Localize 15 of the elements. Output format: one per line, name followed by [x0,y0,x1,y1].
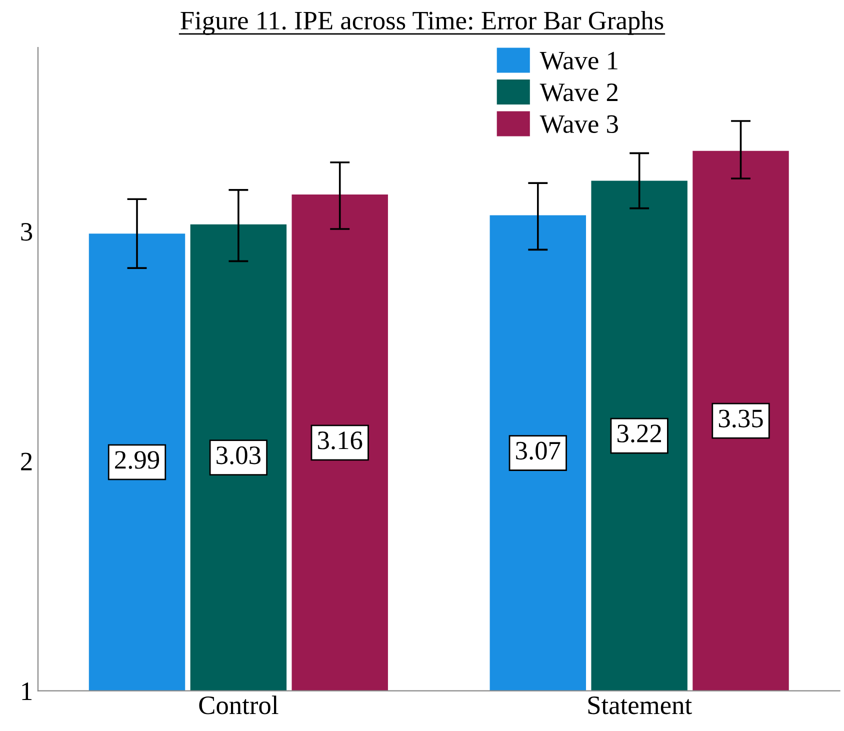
legend-label: Wave 2 [540,84,618,102]
x-tick-label: Statement [588,696,692,714]
legend-label: Wave 1 [540,52,618,70]
x-tick-label: Control [199,696,278,714]
y-tick-label: 3 [21,222,32,241]
data-label: 2.99 [115,451,160,469]
data-label: 3.03 [216,446,260,464]
chart-title: Figure 11. IPE across Time: Error Bar Graphs [180,10,664,35]
y-tick-label: 1 [22,682,32,700]
data-label: 3.07 [516,442,560,460]
data-label: 3.35 [718,410,763,428]
data-label: 3.16 [318,432,362,450]
data-label: 3.22 [618,424,661,442]
y-tick-label: 2 [21,452,32,470]
legend-label: Wave 3 [540,115,618,134]
